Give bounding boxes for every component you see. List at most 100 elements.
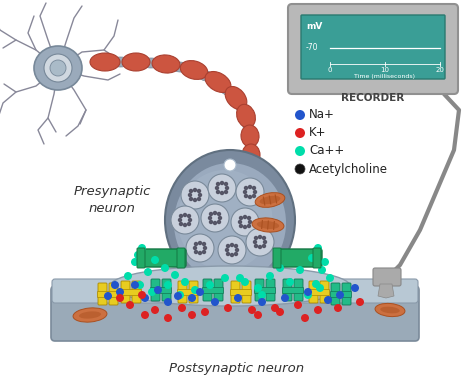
Circle shape [171,206,199,234]
Circle shape [276,264,284,272]
Circle shape [224,159,236,171]
Ellipse shape [205,72,231,92]
FancyBboxPatch shape [266,279,275,301]
FancyBboxPatch shape [231,281,240,303]
Text: Presynaptic
neuron: Presynaptic neuron [73,185,151,215]
Circle shape [208,174,236,202]
FancyBboxPatch shape [214,279,223,301]
Circle shape [225,248,229,252]
Circle shape [193,246,197,250]
Circle shape [295,164,305,174]
Ellipse shape [257,221,279,229]
FancyBboxPatch shape [330,291,352,298]
FancyBboxPatch shape [138,249,186,267]
Ellipse shape [90,53,120,71]
Circle shape [202,250,206,254]
Circle shape [254,236,258,240]
FancyBboxPatch shape [121,281,130,303]
Text: Na+: Na+ [309,109,335,122]
Polygon shape [378,284,394,298]
Circle shape [209,220,213,224]
Circle shape [234,244,238,248]
Circle shape [321,258,329,266]
Circle shape [171,271,179,279]
Text: 0: 0 [328,67,332,73]
Ellipse shape [110,57,130,67]
FancyBboxPatch shape [189,281,198,303]
Circle shape [312,280,320,288]
Circle shape [218,216,222,220]
Circle shape [220,191,224,195]
Ellipse shape [242,116,254,136]
Circle shape [230,243,234,247]
Circle shape [164,314,172,322]
FancyBboxPatch shape [273,248,281,268]
Circle shape [188,294,196,302]
Circle shape [188,218,192,222]
Circle shape [235,248,239,252]
Circle shape [181,278,189,286]
Circle shape [198,241,202,245]
Circle shape [253,240,257,244]
Circle shape [226,244,230,248]
Circle shape [243,215,247,219]
FancyBboxPatch shape [132,281,141,303]
FancyBboxPatch shape [283,279,292,301]
FancyBboxPatch shape [98,291,118,298]
Circle shape [234,252,238,256]
Text: Acetylcholine: Acetylcholine [309,162,388,176]
Circle shape [221,274,229,282]
Circle shape [183,223,187,227]
Ellipse shape [141,58,161,68]
FancyBboxPatch shape [294,279,303,301]
Circle shape [286,278,294,286]
Ellipse shape [242,144,260,166]
Text: -70: -70 [306,44,319,52]
Circle shape [206,281,214,289]
Circle shape [216,182,220,186]
Circle shape [316,284,324,292]
Circle shape [211,298,219,306]
Ellipse shape [255,192,285,208]
Circle shape [141,311,149,319]
Circle shape [198,251,202,255]
FancyBboxPatch shape [203,279,212,301]
Circle shape [144,268,152,276]
Circle shape [295,110,305,120]
Circle shape [188,193,192,197]
Ellipse shape [260,196,280,204]
Circle shape [258,291,266,299]
Circle shape [215,186,219,190]
Ellipse shape [237,104,255,128]
Circle shape [225,186,229,190]
Circle shape [141,294,149,302]
Ellipse shape [241,125,259,147]
Circle shape [202,242,206,246]
FancyBboxPatch shape [288,4,458,94]
Circle shape [189,197,193,201]
Ellipse shape [225,87,247,109]
Circle shape [254,311,262,319]
Ellipse shape [79,311,101,319]
Ellipse shape [234,99,248,115]
Ellipse shape [375,303,405,316]
Circle shape [116,288,124,296]
FancyBboxPatch shape [373,268,401,286]
Circle shape [326,274,334,282]
Circle shape [262,236,266,240]
Text: K+: K+ [309,127,327,139]
Ellipse shape [34,46,82,90]
Circle shape [246,228,274,256]
FancyBboxPatch shape [230,290,252,296]
Circle shape [179,222,183,226]
Circle shape [238,220,242,224]
Circle shape [183,213,187,217]
Ellipse shape [246,136,255,156]
Circle shape [44,54,72,82]
FancyBboxPatch shape [242,281,251,303]
FancyBboxPatch shape [178,281,187,303]
Circle shape [136,281,144,289]
Circle shape [191,286,199,294]
Circle shape [294,301,302,309]
Ellipse shape [380,307,400,313]
